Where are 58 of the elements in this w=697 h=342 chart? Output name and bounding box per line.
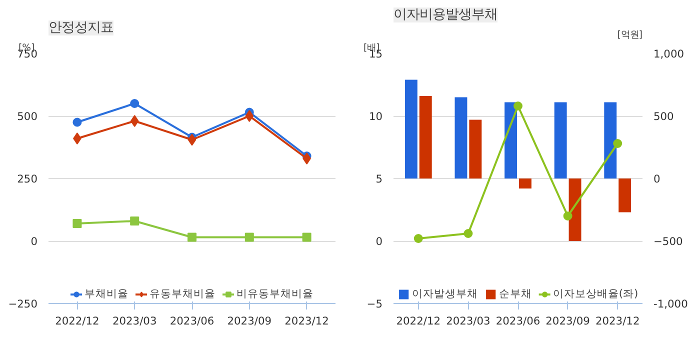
y2-axis-title: [억원] — [617, 30, 643, 40]
y2-tick-label: −500 — [654, 235, 683, 248]
y2-tick-label: 0 — [654, 172, 660, 186]
y2-tick-label: 1,000 — [654, 48, 684, 60]
y-tick-label: 0 — [376, 235, 383, 248]
point — [73, 132, 82, 144]
x-tick-label: 2023/12 — [595, 314, 640, 328]
y-tick-label: 500 — [17, 110, 38, 123]
point — [188, 134, 196, 146]
y-tick-label: 5 — [376, 172, 382, 186]
x-tick-label: 2022/12 — [55, 314, 100, 328]
point — [72, 118, 82, 127]
point — [245, 110, 254, 122]
chart-title: 이자비용발생부채 — [394, 8, 498, 22]
y2-tick-label: 500 — [654, 110, 674, 123]
point — [244, 232, 254, 242]
bar — [604, 102, 617, 178]
legend-label: 부채비율 — [84, 287, 128, 301]
y-tick-label: −250 — [8, 298, 38, 310]
point — [72, 219, 82, 228]
x-tick-label: 2023/03 — [446, 314, 490, 328]
y2-tick-label: -1,000 — [654, 298, 688, 310]
bar — [454, 97, 468, 178]
point — [464, 229, 473, 238]
legend-label: 순부채 — [498, 287, 532, 301]
bar — [404, 80, 418, 178]
y-tick-label: 0 — [30, 235, 38, 248]
x-tick-label: 2023/12 — [284, 314, 329, 328]
x-tick-label: 2022/12 — [396, 314, 441, 328]
x-tick-label: 2023/06 — [496, 314, 540, 328]
legend-label: 비유동부채비율 — [236, 287, 314, 301]
point — [302, 152, 311, 164]
legend-label: 이자보상배율(좌) — [552, 287, 638, 301]
y-tick-label: −5 — [366, 298, 383, 310]
bar — [554, 102, 567, 178]
bar — [469, 120, 482, 178]
point — [130, 216, 140, 226]
x-tick-label: 2023/06 — [170, 314, 214, 328]
bar — [419, 96, 432, 178]
point — [414, 234, 423, 243]
point — [514, 102, 522, 110]
y-tick-label: 10 — [368, 110, 383, 123]
legend-label: 유동부채비율 — [150, 287, 216, 301]
point — [613, 139, 622, 148]
point — [130, 99, 140, 108]
point — [188, 232, 196, 242]
x-tick-label: 2023/09 — [227, 314, 272, 328]
chart-title: 안정성지표 — [48, 20, 114, 36]
x-tick-label: 2023/03 — [112, 314, 157, 328]
bar — [618, 178, 632, 212]
point — [130, 115, 139, 127]
bar — [518, 178, 532, 188]
x-tick-label: 2023/09 — [546, 314, 590, 328]
bar — [504, 102, 518, 178]
y-tick-label: 250 — [17, 172, 38, 186]
legend-label: 이자발생부채 — [412, 287, 478, 301]
point — [302, 232, 312, 242]
point — [563, 212, 572, 220]
